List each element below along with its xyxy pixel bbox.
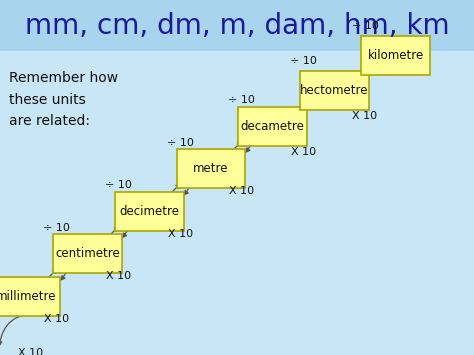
Text: X 10: X 10 bbox=[229, 186, 255, 196]
Text: ÷ 10: ÷ 10 bbox=[105, 180, 132, 190]
Text: hectometre: hectometre bbox=[300, 84, 368, 97]
FancyBboxPatch shape bbox=[176, 149, 246, 188]
FancyArrowPatch shape bbox=[366, 43, 375, 74]
FancyArrowPatch shape bbox=[45, 270, 57, 308]
FancyArrowPatch shape bbox=[355, 71, 365, 102]
Text: decimetre: decimetre bbox=[119, 205, 179, 218]
Bar bbox=[0, 0, 474, 51]
Text: millimetre: millimetre bbox=[0, 290, 56, 303]
Text: ÷ 10: ÷ 10 bbox=[352, 21, 378, 31]
Text: X 10: X 10 bbox=[44, 314, 70, 324]
Text: X 10: X 10 bbox=[291, 147, 316, 157]
FancyBboxPatch shape bbox=[115, 192, 184, 231]
Text: X 10: X 10 bbox=[167, 229, 193, 239]
Text: ÷ 10: ÷ 10 bbox=[290, 56, 317, 66]
Text: X 10: X 10 bbox=[18, 348, 44, 355]
Text: ÷ 10: ÷ 10 bbox=[44, 223, 70, 233]
FancyBboxPatch shape bbox=[238, 106, 307, 146]
Text: centimetre: centimetre bbox=[55, 247, 120, 260]
FancyArrowPatch shape bbox=[168, 185, 180, 223]
FancyBboxPatch shape bbox=[0, 277, 61, 316]
Text: ÷ 10: ÷ 10 bbox=[228, 95, 255, 105]
FancyBboxPatch shape bbox=[53, 234, 122, 273]
FancyArrowPatch shape bbox=[119, 200, 130, 237]
FancyArrowPatch shape bbox=[229, 142, 242, 180]
FancyArrowPatch shape bbox=[181, 157, 192, 195]
FancyArrowPatch shape bbox=[0, 314, 39, 345]
Text: decametre: decametre bbox=[241, 120, 304, 132]
FancyArrowPatch shape bbox=[304, 79, 313, 109]
Text: metre: metre bbox=[193, 162, 228, 175]
FancyArrowPatch shape bbox=[106, 227, 118, 265]
Text: Remember how
these units
are related:: Remember how these units are related: bbox=[9, 71, 119, 129]
FancyBboxPatch shape bbox=[361, 36, 430, 75]
Text: kilometre: kilometre bbox=[368, 49, 424, 61]
FancyArrowPatch shape bbox=[243, 114, 254, 152]
FancyArrowPatch shape bbox=[58, 242, 69, 280]
Text: X 10: X 10 bbox=[106, 271, 131, 281]
Text: X 10: X 10 bbox=[352, 111, 378, 121]
Text: mm, cm, dm, m, dam, hm, km: mm, cm, dm, m, dam, hm, km bbox=[25, 12, 449, 39]
FancyBboxPatch shape bbox=[300, 71, 368, 110]
Text: ÷ 10: ÷ 10 bbox=[167, 138, 193, 148]
FancyArrowPatch shape bbox=[293, 106, 303, 137]
